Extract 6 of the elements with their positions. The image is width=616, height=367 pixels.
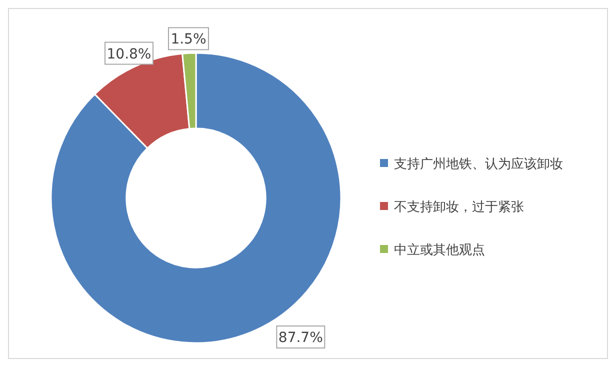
legend-label: 不支持卸妆，过于紧张 [394, 200, 524, 215]
legend-label: 中立或其他观点 [394, 242, 485, 258]
data-label: 1.5% [170, 32, 206, 48]
data-label: 10.8% [106, 46, 152, 62]
data-label: 87.7% [278, 330, 323, 346]
legend-label: 支持广州地铁、认为应该卸妆 [394, 156, 563, 172]
